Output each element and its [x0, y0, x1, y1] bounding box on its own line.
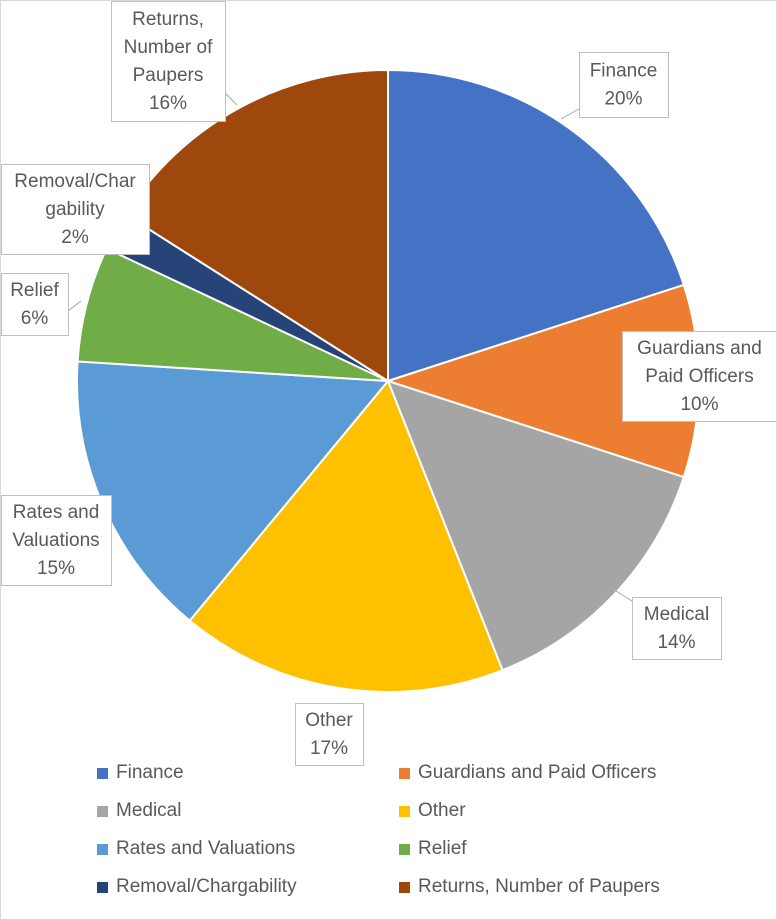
chart-legend: Finance Guardians and Paid Officers Medi… [97, 762, 737, 897]
data-label-removal: Removal/Char gability 2% [1, 164, 150, 255]
data-label-value-rates: 15% [37, 558, 75, 579]
pie-slice-finance [387, 68, 686, 383]
data-label-box-relief [1, 273, 69, 336]
legend-label-rates: Rates and Valuations [116, 838, 296, 859]
legend-item-rates: Rates and Valuations [97, 838, 399, 859]
legend-swatch-guardians [399, 767, 410, 779]
data-label-text-removal: Removal/Char [14, 171, 136, 192]
data-label-box-finance [579, 52, 669, 118]
data-label-text-returns: Paupers [133, 65, 204, 86]
pie-slice-medical [386, 379, 686, 672]
legend-label-returns: Returns, Number of Paupers [418, 876, 660, 897]
legend-swatch-rates [97, 843, 108, 855]
data-labels: Finance 20% Guardians and Paid Officers 10% M… [1, 1, 776, 766]
legend-swatch-finance [97, 767, 108, 779]
legend-item-medical: Medical [97, 800, 399, 821]
data-label-value-medical: 14% [657, 632, 695, 653]
data-label-text-rates: Valuations [12, 530, 99, 551]
pie-slice-other [188, 379, 504, 693]
data-label-value-relief: 6% [21, 308, 49, 329]
legend-label-removal: Removal/Chargability [116, 876, 297, 897]
data-label-text-finance: Finance [590, 61, 658, 82]
data-label-text-rates: Rates and [13, 502, 100, 523]
data-label-rates: Rates and Valuations 15% [1, 495, 112, 586]
data-label-text-removal: gability [45, 199, 105, 220]
legend-item-returns: Returns, Number of Paupers [399, 876, 719, 897]
leader-line-finance [560, 108, 580, 120]
data-label-finance: Finance 20% [560, 52, 669, 120]
data-label-text-medical: Medical [644, 604, 709, 625]
data-label-other: Other 17% [295, 703, 364, 766]
data-label-medical: Medical 14% [615, 590, 722, 660]
data-label-box-guardians [622, 331, 776, 422]
data-label-box-returns [111, 1, 226, 122]
legend-item-finance: Finance [97, 762, 399, 783]
data-label-text-returns: Returns, [132, 9, 204, 30]
data-label-box-other [295, 703, 364, 766]
legend-label-relief: Relief [418, 838, 467, 859]
legend-item-other: Other [399, 800, 719, 821]
legend-swatch-returns [399, 881, 410, 893]
data-label-text-guardians: Guardians and [637, 338, 762, 359]
leader-line-medical [615, 590, 633, 602]
legend-label-medical: Medical [116, 800, 182, 821]
legend-label-guardians: Guardians and Paid Officers [418, 762, 657, 783]
legend-swatch-relief [399, 843, 410, 855]
pie-slices [76, 68, 700, 693]
legend-swatch-medical [97, 805, 108, 817]
data-label-box-medical [632, 597, 722, 660]
legend-item-relief: Relief [399, 838, 719, 859]
leader-line-returns [224, 92, 238, 106]
data-label-text-guardians: Paid Officers [645, 366, 753, 387]
data-label-returns: Returns, Number of Paupers 16% [111, 1, 238, 122]
data-label-value-other: 17% [310, 738, 348, 759]
legend-label-finance: Finance [116, 762, 184, 783]
legend-swatch-other [399, 805, 410, 817]
legend-item-guardians: Guardians and Paid Officers [399, 762, 719, 783]
leader-line-relief [67, 300, 82, 312]
data-label-box-removal [1, 164, 150, 255]
data-label-relief: Relief 6% [1, 273, 82, 336]
data-label-text-relief: Relief [10, 280, 59, 301]
data-label-text-other: Other [305, 710, 353, 731]
data-label-value-returns: 16% [149, 93, 187, 114]
data-label-value-guardians: 10% [680, 394, 718, 415]
data-label-guardians: Guardians and Paid Officers 10% [622, 331, 776, 422]
legend-swatch-removal [97, 881, 108, 893]
data-label-value-removal: 2% [61, 227, 89, 248]
legend-item-removal: Removal/Chargability [97, 876, 399, 897]
legend-label-other: Other [418, 800, 466, 821]
data-label-text-returns: Number of [124, 37, 213, 58]
data-label-box-rates [1, 495, 112, 586]
data-label-value-finance: 20% [604, 89, 642, 110]
